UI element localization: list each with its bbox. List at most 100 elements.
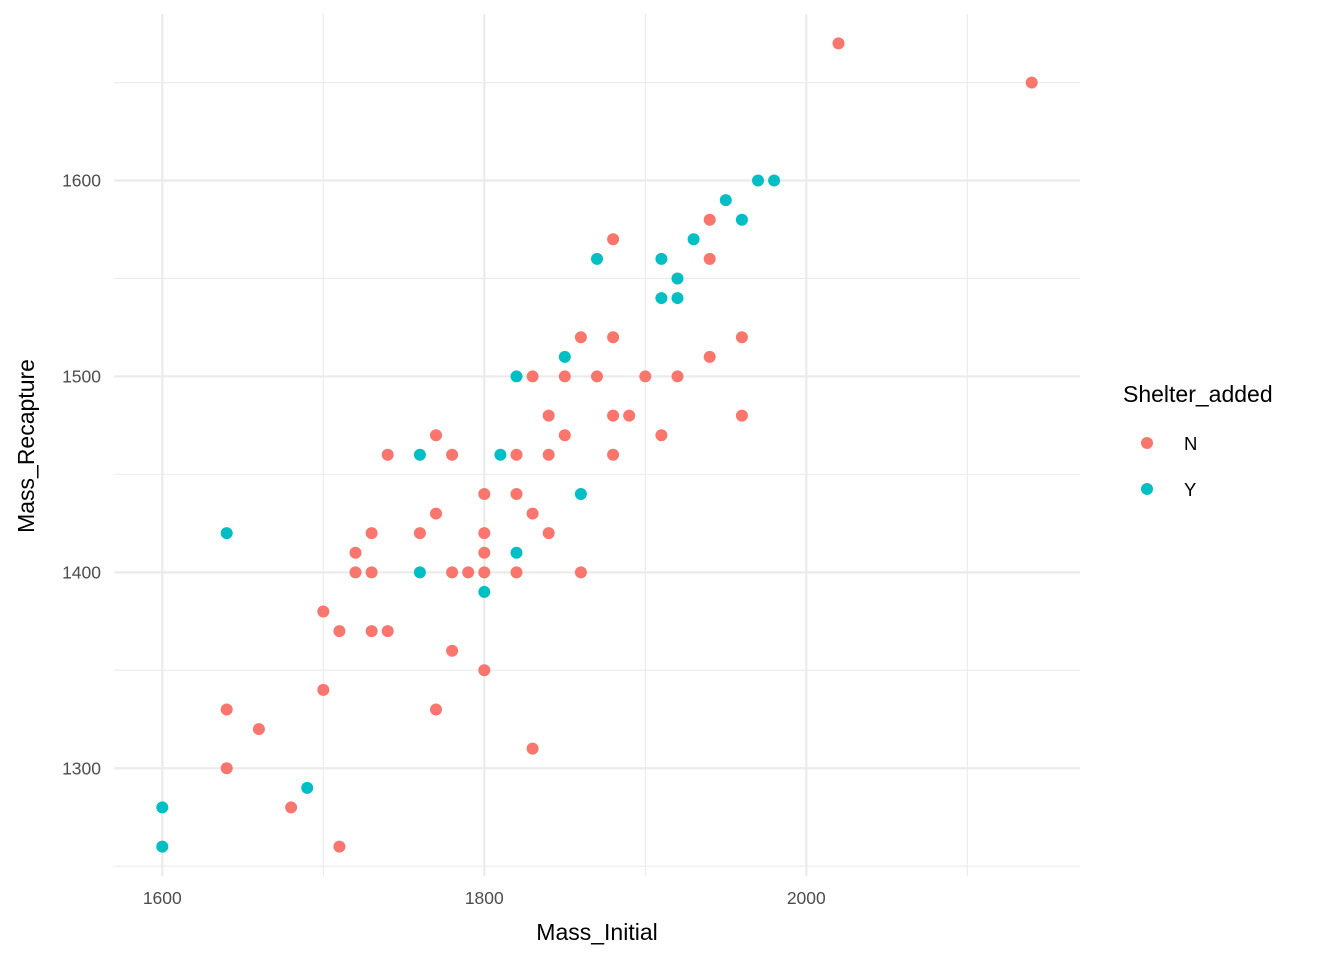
data-point-y (687, 233, 700, 246)
data-point-n (542, 527, 555, 540)
data-point-n (591, 370, 603, 383)
data-point-y (510, 370, 523, 383)
data-point-n (558, 429, 571, 442)
x-tick-label: 2000 (787, 888, 826, 908)
data-point-n (607, 233, 620, 246)
data-point-n (252, 723, 265, 736)
data-point-y (156, 801, 169, 814)
data-point-n (446, 566, 459, 579)
data-point-y (671, 272, 684, 285)
data-point-n (365, 566, 378, 579)
data-point-y (768, 174, 781, 187)
data-point-n (639, 370, 652, 383)
x-axis-title: Mass_Initial (536, 919, 657, 945)
data-point-n (430, 507, 442, 520)
data-point-n (1025, 76, 1038, 89)
data-point-n (542, 448, 555, 461)
data-point-n (349, 546, 362, 559)
y-tick-label: 1500 (62, 366, 101, 386)
data-point-n (430, 429, 442, 442)
data-point-n (735, 409, 748, 422)
data-point-n (333, 840, 346, 853)
data-point-n (413, 527, 426, 540)
data-point-y (655, 252, 668, 265)
data-point-n (510, 487, 523, 500)
data-point-n (574, 331, 587, 344)
y-axis-ticks: 1300 1400 1500 1600 (62, 171, 101, 779)
y-tick-label: 1600 (62, 171, 101, 191)
data-point-y (719, 194, 732, 207)
data-point-y (494, 448, 507, 461)
data-point-n (735, 331, 748, 344)
data-point-n (574, 566, 587, 579)
data-point-y (301, 781, 314, 794)
data-point-n (526, 507, 539, 520)
data-point-n (333, 625, 346, 638)
data-point-n (623, 409, 636, 422)
legend-key-n (1141, 437, 1153, 449)
legend: Shelter_added NY (1123, 381, 1273, 500)
data-point-n (510, 448, 523, 461)
data-point-y (413, 448, 426, 461)
data-point-n (607, 331, 620, 344)
data-point-n (703, 213, 716, 226)
data-point-y (655, 292, 668, 305)
data-point-n (430, 703, 442, 716)
legend-label: N (1184, 433, 1197, 454)
legend-label: Y (1184, 479, 1196, 500)
data-point-n (349, 566, 362, 579)
legend-title: Shelter_added (1123, 381, 1273, 407)
data-point-n (381, 448, 394, 461)
y-tick-label: 1300 (62, 758, 101, 778)
data-point-y (478, 585, 491, 598)
legend-key-y (1141, 483, 1153, 495)
data-point-n (478, 546, 491, 559)
data-point-n (671, 370, 684, 383)
legend-entries: NY (1141, 433, 1197, 500)
data-point-n (478, 527, 491, 540)
minor-gridlines (114, 14, 1080, 876)
data-point-n (381, 625, 394, 638)
data-point-n (220, 762, 233, 775)
data-point-n (510, 566, 523, 579)
data-point-n (526, 742, 539, 755)
data-point-n (478, 487, 491, 500)
data-point-y (574, 487, 587, 500)
y-axis-title: Mass_Recapture (13, 359, 39, 533)
data-point-y (671, 292, 684, 305)
data-point-n (317, 605, 330, 618)
data-point-n (446, 644, 459, 657)
data-point-y (591, 252, 603, 265)
data-points (156, 37, 1038, 853)
data-point-y (413, 566, 426, 579)
data-point-n (317, 683, 330, 696)
data-point-n (607, 409, 620, 422)
data-point-n (220, 703, 233, 716)
data-point-n (478, 664, 491, 677)
data-point-y (735, 213, 748, 226)
data-point-n (542, 409, 555, 422)
data-point-n (703, 252, 716, 265)
data-point-y (558, 350, 571, 363)
data-point-n (365, 625, 378, 638)
data-point-n (462, 566, 475, 579)
data-point-n (832, 37, 845, 50)
data-point-n (558, 370, 571, 383)
x-tick-label: 1600 (143, 888, 182, 908)
data-point-n (446, 448, 459, 461)
data-point-n (365, 527, 378, 540)
data-point-n (655, 429, 668, 442)
data-point-n (285, 801, 298, 814)
x-axis-ticks: 1600 1800 2000 (143, 888, 826, 908)
data-point-n (607, 448, 620, 461)
data-point-n (703, 350, 716, 363)
y-tick-label: 1400 (62, 562, 101, 582)
x-tick-label: 1800 (465, 888, 504, 908)
data-point-y (510, 546, 523, 559)
data-point-y (752, 174, 764, 187)
data-point-y (156, 840, 169, 853)
data-point-n (526, 370, 539, 383)
data-point-y (220, 527, 233, 540)
